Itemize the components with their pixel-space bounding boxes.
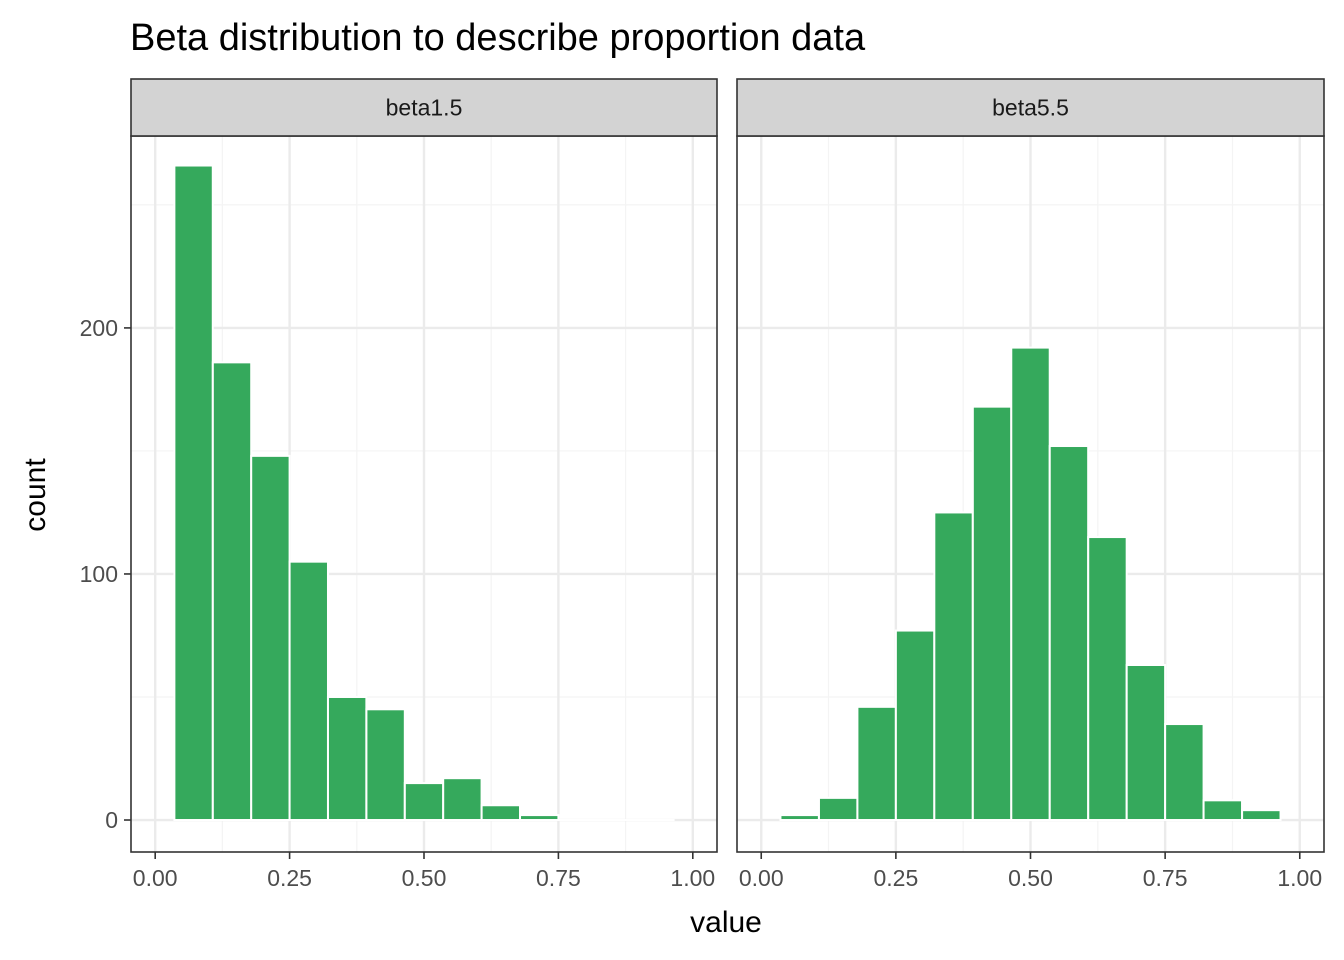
- histogram-bar: [894, 629, 936, 822]
- y-tick-label: 100: [80, 561, 118, 587]
- x-tick-label: 0.75: [536, 865, 581, 891]
- histogram-bar: [403, 782, 445, 822]
- x-tick-label: 0.25: [873, 865, 918, 891]
- facet-panel-1: beta1.5 0.00 0.25 0.50 0.75 1.00: [130, 78, 718, 891]
- histogram-bar: [933, 511, 974, 822]
- x-tick-label: 0.75: [1143, 865, 1188, 891]
- histogram-bar: [817, 796, 859, 822]
- x-axis-title: value: [690, 906, 762, 939]
- histogram-bar: [1087, 536, 1128, 822]
- x-tick-label: 0.00: [133, 865, 178, 891]
- x-tick-label: 1.00: [670, 865, 715, 891]
- y-tick-label: 0: [105, 807, 118, 833]
- facet-strip-label: beta1.5: [386, 95, 463, 121]
- y-axis: 0 100 200: [80, 315, 131, 833]
- histogram-bar: [1010, 346, 1051, 822]
- histogram-bar: [173, 164, 214, 822]
- histogram-bar: [326, 695, 368, 822]
- histogram-bar: [1202, 799, 1244, 822]
- histogram-bar: [519, 814, 560, 822]
- x-tick-label: 0.50: [402, 865, 447, 891]
- histogram-bar: [250, 454, 291, 822]
- x-tick-label: 0.50: [1008, 865, 1053, 891]
- y-tick-label: 200: [80, 315, 118, 341]
- histogram-bar: [365, 708, 406, 822]
- histogram-bar: [288, 560, 329, 822]
- x-tick-label: 0.25: [267, 865, 312, 891]
- facet-strip-label: beta5.5: [992, 95, 1069, 121]
- facet-panel-2: beta5.5 0.00 0.25 0.50 0.75 1.00: [736, 78, 1325, 891]
- y-axis-title: count: [19, 458, 52, 532]
- histogram-bar: [856, 705, 897, 822]
- histogram-bar: [1125, 664, 1167, 822]
- x-tick-label: 0.00: [739, 865, 784, 891]
- histogram-bar: [1164, 723, 1205, 822]
- histogram-bar: [971, 405, 1013, 822]
- histogram-bar: [211, 361, 253, 822]
- x-tick-label: 1.00: [1277, 865, 1322, 891]
- panels-layer: beta1.5 0.00 0.25 0.50 0.75 1.00 beta5.5 0.00 0.…: [130, 78, 1325, 891]
- chart-title: Beta distribution to describe proportion…: [130, 17, 866, 59]
- histogram-bar: [442, 777, 483, 822]
- facet-strip: [130, 78, 718, 137]
- histogram-bar: [480, 804, 522, 822]
- facet-strip: [736, 78, 1325, 137]
- histogram-bar: [779, 814, 820, 822]
- histogram-bar: [1048, 445, 1090, 822]
- histogram-bar: [1241, 809, 1282, 822]
